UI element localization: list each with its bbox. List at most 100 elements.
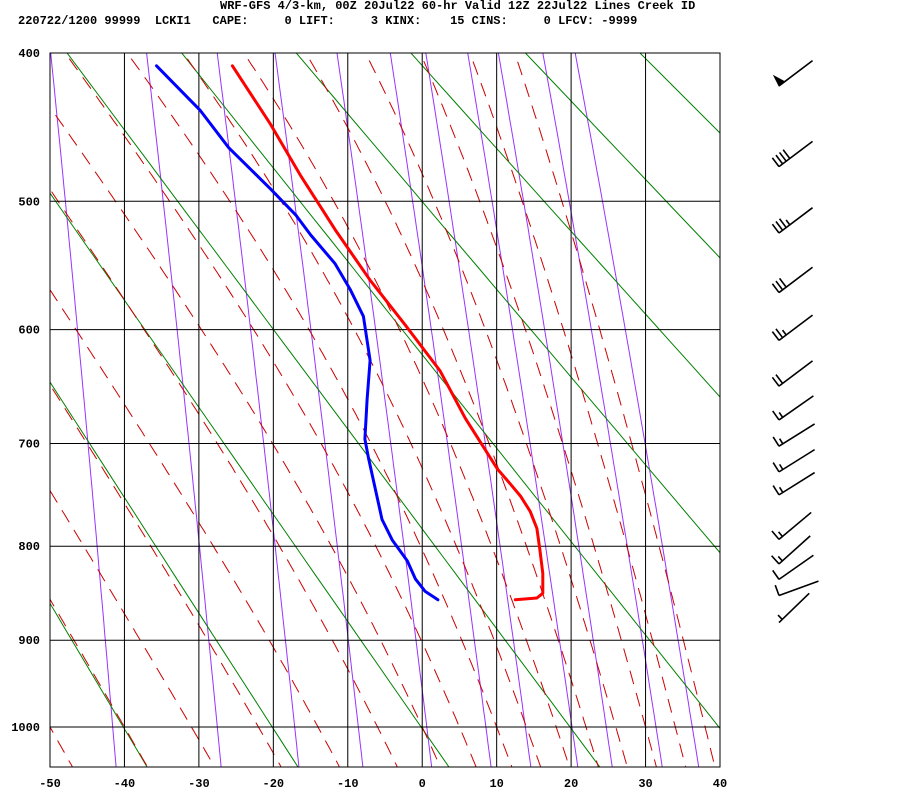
barb-half-feather (777, 531, 784, 538)
mixing-ratio-line (336, 53, 433, 767)
mixing-ratio-line (467, 53, 579, 767)
barb-half-feather (777, 614, 783, 620)
wind-barb (771, 140, 814, 168)
wind-barb (771, 314, 814, 342)
wind-barb (772, 471, 816, 496)
moist-adiabat-line (50, 188, 398, 767)
wind-barb (771, 266, 814, 294)
barb-feather (782, 149, 791, 159)
moist-adiabat-line (419, 53, 657, 767)
plot-frame (49, 52, 721, 768)
barb-half-feather (778, 463, 784, 470)
barb-half-feather (778, 438, 784, 445)
wind-barb (771, 535, 811, 565)
wind-barb (772, 395, 814, 421)
x-tick-label: -40 (114, 777, 136, 791)
wind-barb (772, 448, 816, 473)
barb-feather (772, 569, 780, 580)
axis-labels: -50 -40 -30 -20 -10 0 10 20 30 40 400 500 600 700 800 9… (11, 47, 727, 791)
barb-feather (775, 328, 784, 339)
x-tick-label: -10 (337, 777, 359, 791)
dry-adiabat-line (851, 37, 900, 768)
barb-feather (771, 331, 780, 341)
dry-adiabat-line (66, 53, 601, 767)
barb-feather (775, 280, 784, 291)
barb-pennant (772, 74, 786, 87)
x-tick-label: -20 (263, 777, 285, 791)
dry-adiabat-line (50, 192, 450, 767)
dry-adiabat-line (50, 381, 299, 767)
barb-feather (772, 485, 780, 496)
x-tick-label: 10 (489, 777, 503, 791)
moist-adiabat-line (64, 53, 477, 767)
barb-feather (778, 218, 787, 229)
moist-adiabat-line (305, 53, 599, 767)
dry-adiabat-line (738, 37, 900, 768)
y-tick-label: 400 (18, 47, 40, 61)
dry-adiabat-line (524, 53, 720, 259)
x-tick-label: 40 (713, 777, 727, 791)
mixing-ratio-line (574, 53, 700, 767)
chart-title: WRF-GFS 4/3-km, 00Z 20Jul22 60-hr Valid … (220, 0, 696, 13)
y-tick-label: 500 (18, 195, 40, 209)
moist-adiabat-line (243, 53, 570, 767)
moist-adiabat-line (50, 288, 341, 767)
y-tick-label: 800 (18, 540, 40, 554)
mixing-ratio-line (425, 53, 532, 767)
wind-barb (772, 60, 814, 87)
x-tick-label: -50 (39, 777, 61, 791)
dewpoint-profile-line (155, 64, 440, 602)
moist-adiabat-line (364, 53, 628, 767)
mixing-ratio-line (389, 53, 492, 767)
x-tick-label: -30 (188, 777, 210, 791)
wind-barb (777, 592, 810, 624)
mixing-ratio-line (542, 53, 663, 767)
temperature-profile-line (230, 64, 545, 602)
barb-feather (771, 157, 780, 168)
dry-adiabat-line (639, 53, 720, 134)
moist-adiabat-line (50, 383, 282, 767)
barb-half-feather (778, 411, 784, 418)
barb-feather (774, 584, 780, 596)
barb-feather (775, 374, 784, 384)
y-tick-label: 700 (18, 437, 40, 451)
wind-barb (772, 423, 816, 447)
barb-half-feather (777, 555, 783, 562)
barb-half-feather (785, 219, 791, 226)
moist-adiabat-line (469, 53, 687, 767)
mixing-ratio-line (274, 53, 364, 767)
moist-adiabat-line (514, 53, 716, 767)
barb-feather (772, 462, 780, 473)
wind-barb (771, 511, 812, 541)
moist-adiabat-line (50, 725, 74, 767)
barb-half-feather (778, 486, 784, 493)
barb-feather (771, 223, 780, 234)
y-tick-label: 1000 (11, 721, 40, 735)
x-tick-label: 20 (564, 777, 578, 791)
barb-feather (772, 436, 780, 447)
barb-feather (771, 555, 780, 565)
wind-barb (771, 360, 814, 387)
mixing-ratio-line (50, 53, 117, 767)
wind-barb (774, 580, 819, 597)
dry-adiabat-line (410, 53, 720, 398)
y-tick-label: 900 (18, 634, 40, 648)
moist-adiabat-line (50, 489, 216, 767)
sounding-indices-line: 220722/1200 99999 LCKI1 CAPE: 0 LIFT: 3 … (18, 14, 638, 28)
wind-barbs (771, 60, 819, 624)
mixing-ratio-line (216, 53, 300, 767)
dry-adiabat-line (295, 53, 720, 554)
mixing-ratio-line (146, 53, 222, 767)
x-tick-label: 0 (419, 777, 426, 791)
y-tick-label: 600 (18, 324, 40, 338)
barb-feather (775, 154, 784, 165)
sounding-profiles (155, 64, 545, 602)
moist-adiabat-line (50, 598, 149, 767)
barb-feather (778, 151, 787, 162)
mixing-ratio-line (497, 53, 613, 767)
wind-barb (771, 207, 814, 234)
barb-feather (771, 283, 780, 294)
dry-adiabat-line (50, 602, 148, 767)
barb-half-feather (781, 329, 787, 336)
